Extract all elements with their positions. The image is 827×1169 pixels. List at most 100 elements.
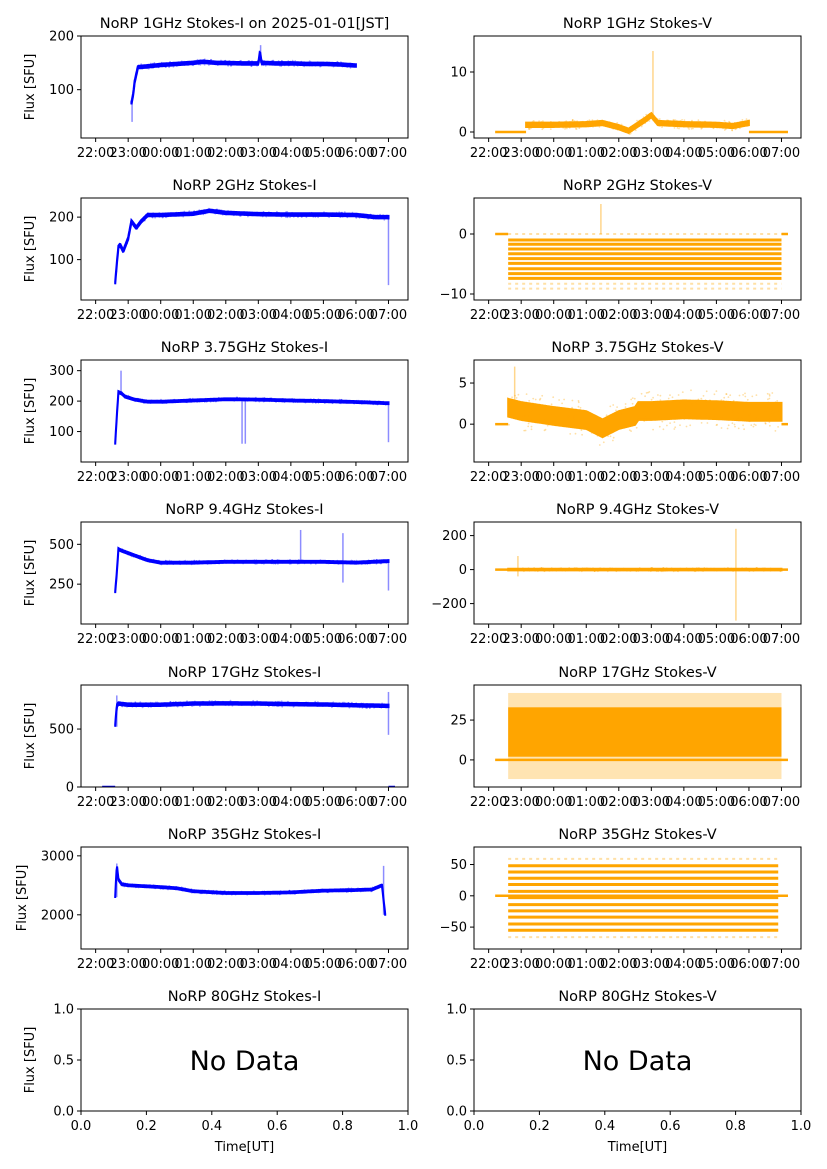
data-point xyxy=(570,416,573,419)
data-point xyxy=(724,568,726,571)
data-band xyxy=(114,208,390,285)
data-point xyxy=(575,127,577,130)
data-point xyxy=(316,705,319,707)
data-point xyxy=(766,568,769,571)
data-point xyxy=(140,884,143,887)
data-point xyxy=(548,123,550,126)
data-point xyxy=(175,400,178,403)
data-point xyxy=(353,560,356,562)
data-point xyxy=(332,65,335,68)
data-point xyxy=(192,64,195,67)
data-point xyxy=(150,213,153,215)
data-point xyxy=(195,890,198,892)
data-point xyxy=(542,418,545,421)
data-point xyxy=(747,568,750,571)
data-point xyxy=(307,889,309,892)
data-point xyxy=(585,125,588,128)
data-point xyxy=(328,401,331,403)
data-point xyxy=(353,65,356,67)
data-point xyxy=(273,704,275,707)
data-point xyxy=(271,559,274,561)
data-point xyxy=(332,561,335,564)
data-point xyxy=(179,62,182,65)
data-point xyxy=(528,127,531,130)
data-point xyxy=(228,213,230,216)
data-point xyxy=(542,567,545,570)
data-point xyxy=(172,701,175,704)
data-point xyxy=(124,549,127,552)
data-point xyxy=(174,887,177,890)
data-point xyxy=(652,396,654,399)
data-point xyxy=(226,212,229,215)
data-point xyxy=(691,569,693,572)
data-point xyxy=(276,559,279,561)
data-point xyxy=(733,423,736,426)
data-point xyxy=(121,549,123,552)
data-point xyxy=(622,567,625,570)
x-tick-label: 02:00 xyxy=(600,308,637,323)
data-point xyxy=(776,400,779,402)
data-point xyxy=(508,568,510,570)
data-point xyxy=(332,560,334,562)
data-point xyxy=(216,64,219,66)
data-point xyxy=(185,63,188,66)
data-point xyxy=(552,569,555,571)
data-point xyxy=(729,394,732,397)
data-point xyxy=(697,119,700,122)
data-point xyxy=(647,567,650,570)
data-point xyxy=(645,392,648,394)
data-point xyxy=(124,884,127,887)
data-point xyxy=(181,211,184,214)
data-point xyxy=(702,567,705,570)
data-point xyxy=(776,410,779,413)
data-point xyxy=(286,215,289,218)
data-point xyxy=(560,567,562,569)
data-point xyxy=(303,562,306,565)
data-point xyxy=(186,888,188,891)
data-point xyxy=(315,702,318,705)
data-point xyxy=(378,885,381,887)
data-point xyxy=(656,416,659,419)
data-point xyxy=(601,435,604,438)
data-point xyxy=(599,567,601,570)
data-point xyxy=(136,69,139,71)
data-point xyxy=(195,210,198,213)
data-point xyxy=(567,122,570,125)
data-point xyxy=(590,417,593,419)
data-point xyxy=(340,211,343,214)
data-point xyxy=(263,61,265,64)
data-point xyxy=(339,400,342,403)
x-tick-label: 03:00 xyxy=(240,146,277,161)
data-point xyxy=(251,399,254,402)
data-point xyxy=(274,399,277,402)
x-tick-label: 00:00 xyxy=(142,146,179,161)
x-tick-label: 02:00 xyxy=(207,308,244,323)
data-point xyxy=(346,889,349,892)
data-point xyxy=(267,705,270,708)
data-point xyxy=(160,702,163,705)
data-point xyxy=(326,891,329,894)
data-point xyxy=(164,559,167,562)
data-point xyxy=(670,403,673,406)
data-point xyxy=(288,64,291,66)
data-point xyxy=(646,114,649,117)
data-point xyxy=(217,397,220,400)
data-point xyxy=(151,216,154,219)
data-point xyxy=(139,555,142,558)
data-point xyxy=(568,125,571,127)
data-point xyxy=(227,62,230,65)
data-point xyxy=(774,568,777,571)
data-point xyxy=(522,567,524,569)
data-point xyxy=(235,560,237,563)
data-point xyxy=(251,60,254,63)
x-tick-label: 22:00 xyxy=(77,146,114,161)
data-point xyxy=(755,567,757,570)
data-point xyxy=(220,893,223,895)
data-point xyxy=(151,216,154,219)
data-point xyxy=(258,399,261,402)
data-point xyxy=(194,400,197,403)
data-point xyxy=(215,63,218,66)
data-point xyxy=(773,569,776,572)
data-point xyxy=(246,214,248,216)
